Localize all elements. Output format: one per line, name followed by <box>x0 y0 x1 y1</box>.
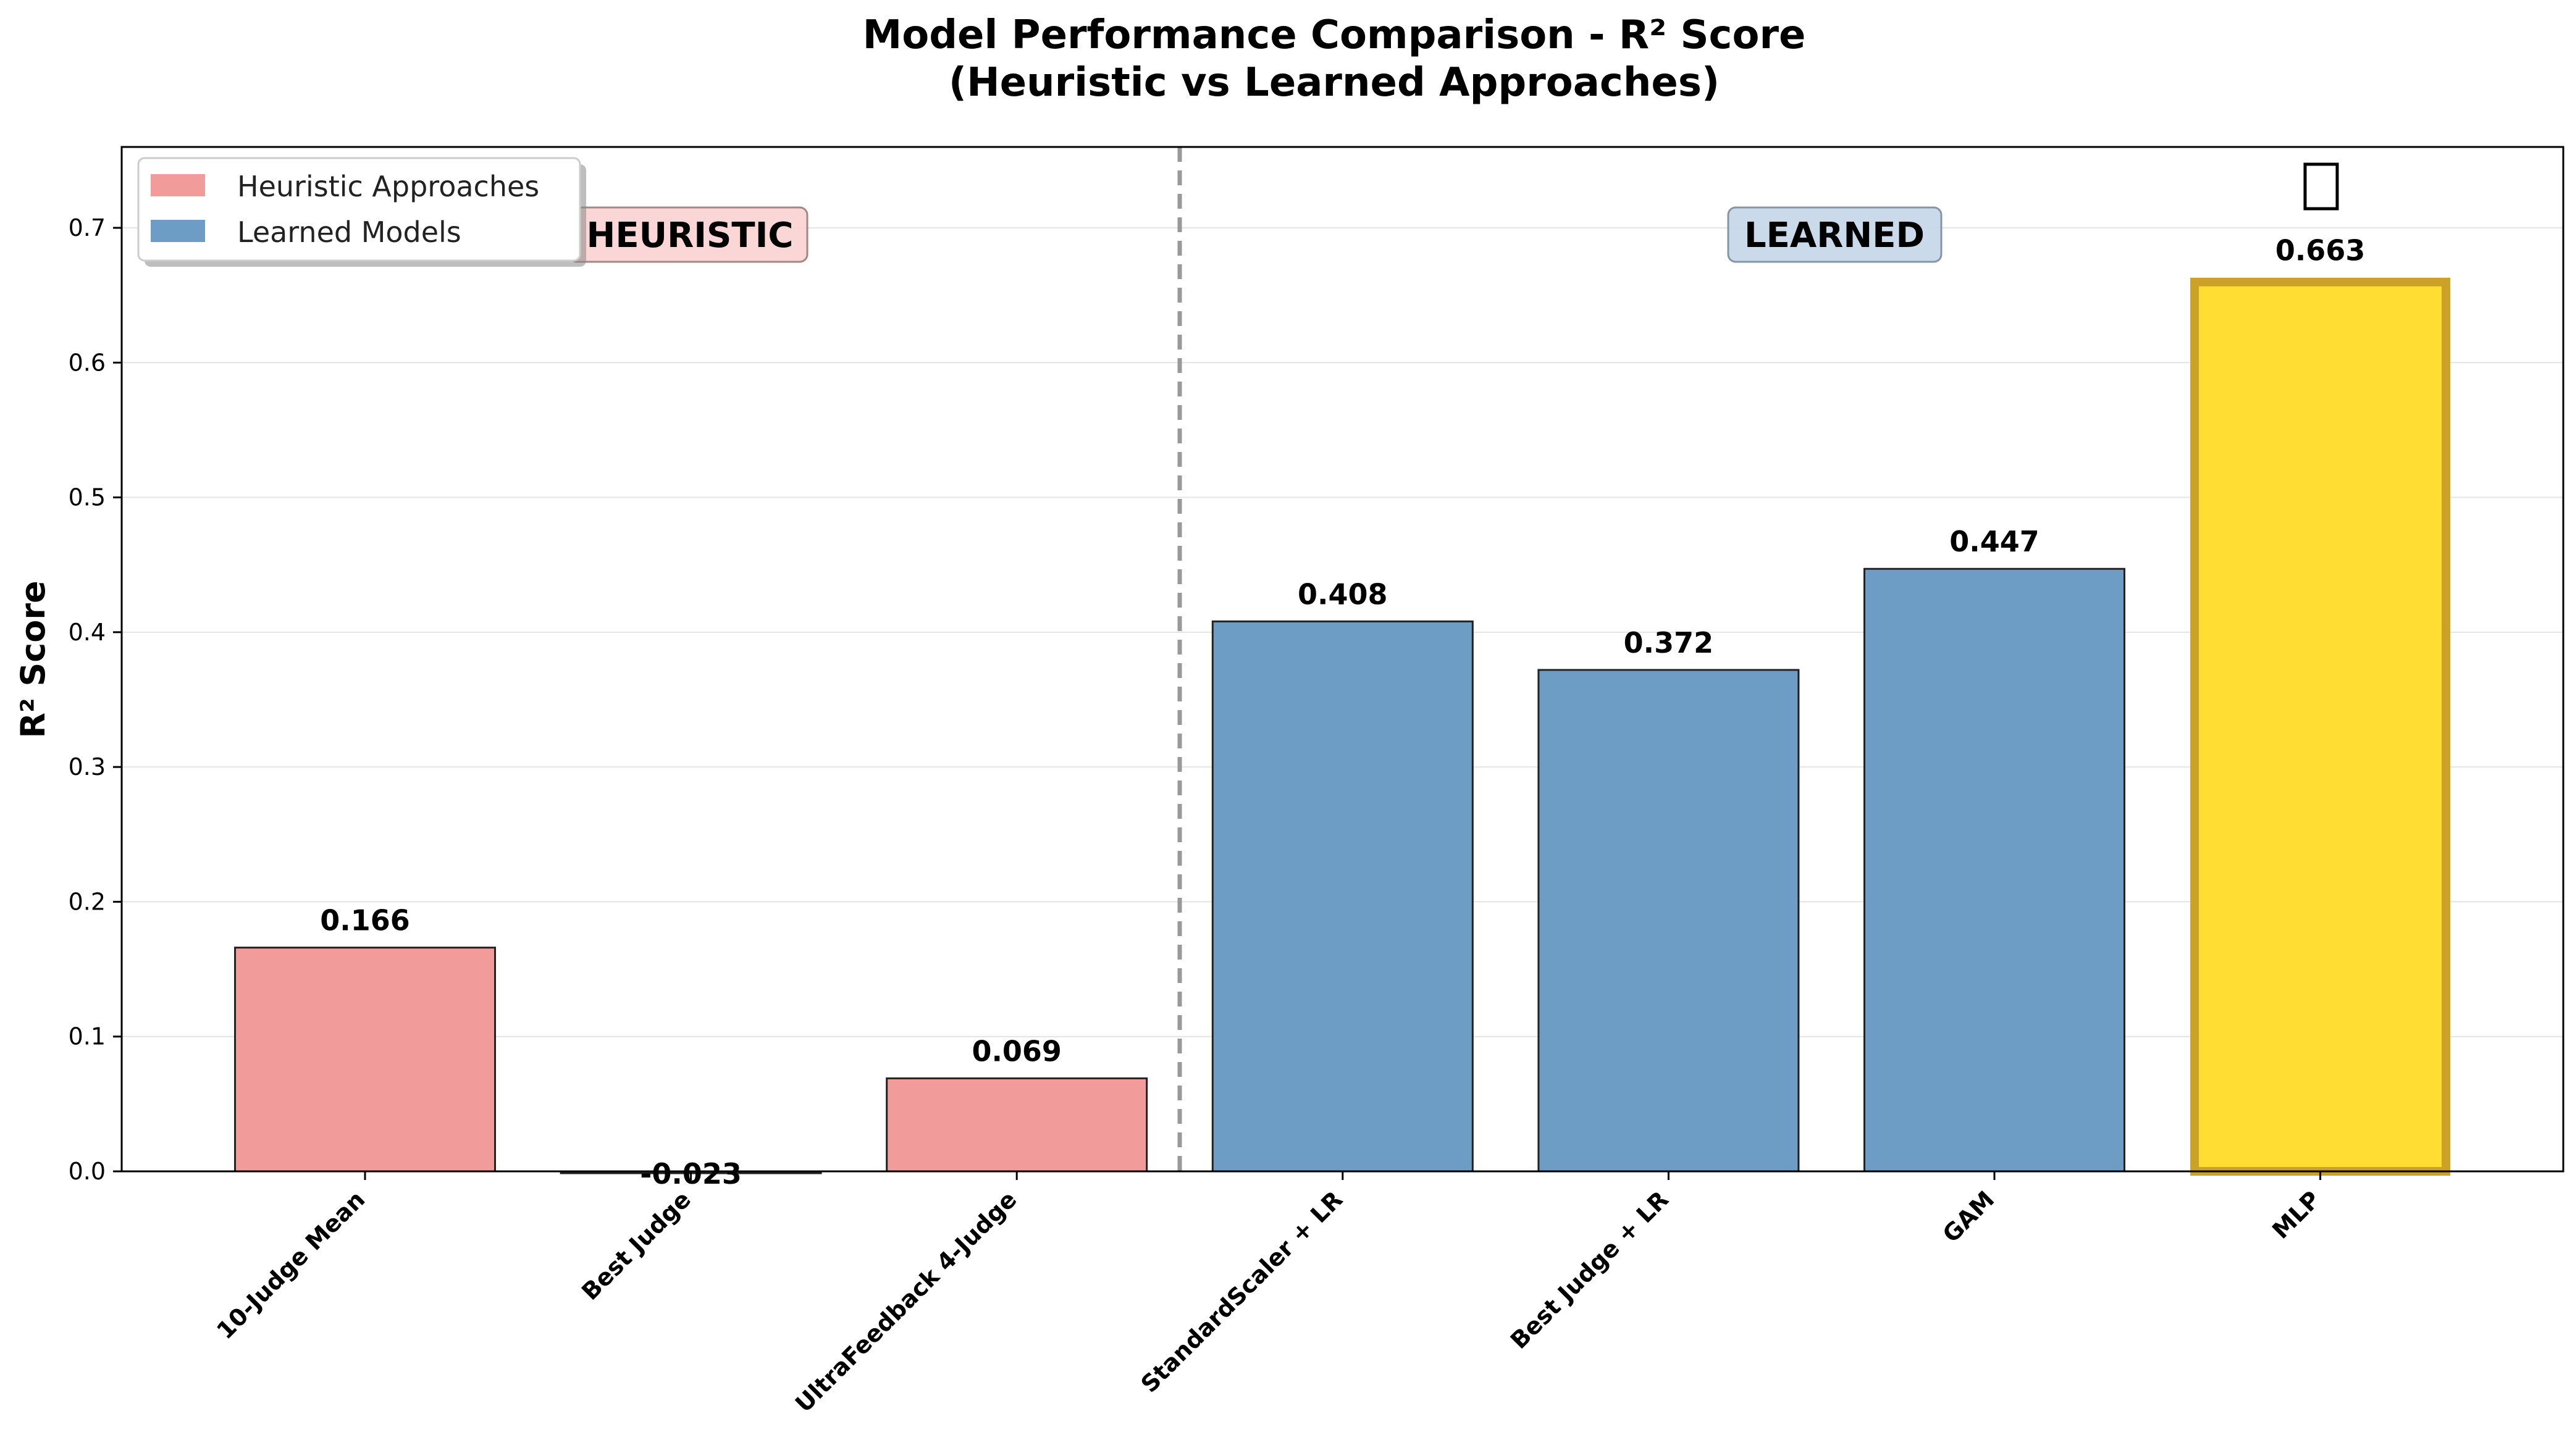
chart-subtitle: (Heuristic vs Learned Approaches) <box>949 60 1720 106</box>
legend-label-heuristic: Heuristic Approaches <box>237 170 539 203</box>
y-tick-label: 0.4 <box>69 619 106 646</box>
learned-badge: LEARNED <box>1727 206 1943 263</box>
y-axis-label: R² Score <box>14 580 53 738</box>
value-label: 0.447 <box>1949 525 2039 558</box>
x-tick-label: Best Judge <box>576 1186 696 1305</box>
bar-ultrafeedback-4-judge <box>886 1077 1148 1173</box>
y-tick-label: 0.6 <box>69 349 106 376</box>
bar-mlp <box>2190 277 2451 1176</box>
legend: Heuristic Approaches Learned Models <box>137 157 586 267</box>
chart-title: Model Performance Comparison - R² Score <box>863 12 1806 58</box>
y-ticks: 0.0 0.1 0.2 0.3 0.4 0.5 0.6 0.7 <box>69 214 122 1185</box>
legend-swatch-learned <box>151 220 205 242</box>
value-label: 0.663 <box>2275 234 2366 267</box>
bars <box>234 277 2451 1176</box>
x-ticks: 10-Judge Mean Best Judge UltraFeedback 4-J… <box>211 1171 2325 1418</box>
y-tick-label: 0.1 <box>69 1023 106 1050</box>
legend-item-heuristic: Heuristic Approaches <box>151 170 539 203</box>
value-label: 0.372 <box>1624 626 1714 659</box>
x-tick-label: GAM <box>1938 1186 2000 1248</box>
value-label: -0.023 <box>640 1157 742 1190</box>
bar-best-judge-lr <box>1537 669 1800 1173</box>
y-tick-label: 0.5 <box>69 484 106 511</box>
bar-standardscaler-lr <box>1211 620 1474 1173</box>
bar-10-judge-mean <box>234 947 496 1173</box>
y-tick-label: 0.3 <box>69 753 106 780</box>
y-tick-label: 0.7 <box>69 214 106 241</box>
x-tick-label: 10-Judge Mean <box>211 1186 370 1344</box>
legend-label-learned: Learned Models <box>237 215 461 249</box>
value-label: 0.069 <box>972 1034 1062 1068</box>
legend-item-learned: Learned Models <box>151 215 461 249</box>
x-tick-label: MLP <box>2267 1186 2325 1244</box>
y-tick-label: 0.0 <box>69 1158 106 1185</box>
heuristic-label: HEURISTIC <box>586 215 793 256</box>
heuristic-badge: HEURISTIC <box>568 206 809 263</box>
x-tick-label: UltraFeedback 4-Judge <box>790 1186 1022 1418</box>
bar-gam <box>1863 567 2125 1173</box>
y-tick-label: 0.2 <box>69 888 106 915</box>
value-label: 0.408 <box>1298 577 1388 611</box>
value-label: 0.166 <box>320 904 410 937</box>
legend-swatch-heuristic <box>151 174 205 196</box>
learned-label: LEARNED <box>1744 215 1925 256</box>
x-tick-label: Best Judge + LR <box>1505 1186 1674 1354</box>
x-tick-label: StandardScaler + LR <box>1136 1186 1348 1398</box>
trophy-icon <box>2303 162 2339 211</box>
value-labels: 0.166 -0.023 0.069 0.408 0.372 0.447 0.663 <box>320 234 2365 1190</box>
